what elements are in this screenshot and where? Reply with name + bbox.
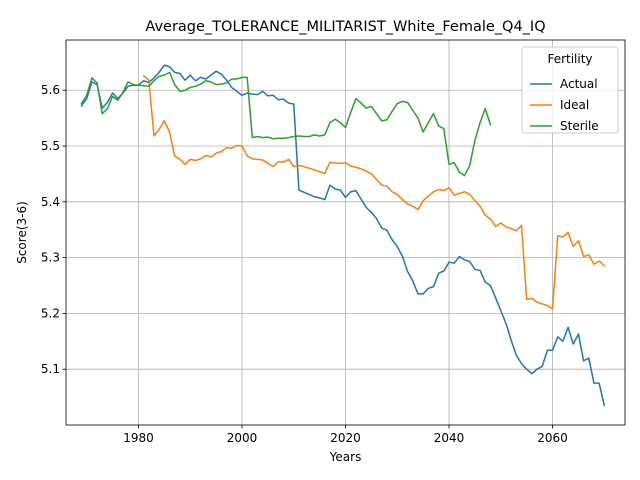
y-tick-label: 5.2 [41,306,60,320]
legend-box [521,46,619,134]
legend-label-sterile: Sterile [560,119,599,133]
legend-label-ideal: Ideal [560,98,589,112]
x-tick-label: 1980 [123,431,154,445]
x-axis-title: Years [329,450,362,464]
y-tick-label: 5.1 [41,362,60,376]
x-tick-label: 2060 [537,431,568,445]
series-lines [80,64,606,407]
chart-title: Average_TOLERANCE_MILITARIST_White_Femal… [145,19,545,35]
x-tick-label: 2040 [434,431,465,445]
legend-label-actual: Actual [560,77,598,91]
y-tick-label: 5.4 [41,195,60,209]
series-line-sterile [80,71,492,177]
y-tick-label: 5.6 [41,83,60,97]
axis-ticks: 1980 2000 2020 2040 2060 5.1 5.2 5.3 5.4 5.5 5.6 [41,83,568,445]
series-line-ideal [142,74,606,310]
legend-items: Actual Ideal Sterile [530,77,599,133]
y-tick-label: 5.3 [41,251,60,265]
series-line-actual [80,64,606,407]
legend-title: Fertility [547,52,592,66]
y-axis-title: Score(3-6) [15,201,29,264]
x-tick-label: 2000 [227,431,258,445]
y-tick-label: 5.5 [41,139,60,153]
x-tick-label: 2020 [330,431,361,445]
legend: Fertility Actual Ideal Sterile [521,46,619,134]
